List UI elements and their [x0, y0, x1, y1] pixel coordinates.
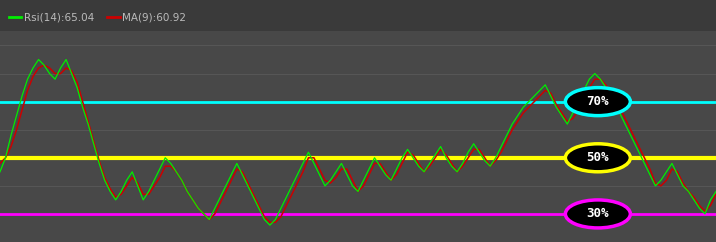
Ellipse shape — [566, 88, 630, 116]
Ellipse shape — [566, 144, 630, 172]
Ellipse shape — [566, 200, 630, 228]
Text: 70%: 70% — [586, 95, 609, 108]
Text: Rsi(14):65.04: Rsi(14):65.04 — [24, 12, 94, 22]
Text: 50%: 50% — [586, 151, 609, 164]
Text: 30%: 30% — [586, 207, 609, 220]
Text: MA(9):60.92: MA(9):60.92 — [122, 12, 186, 22]
